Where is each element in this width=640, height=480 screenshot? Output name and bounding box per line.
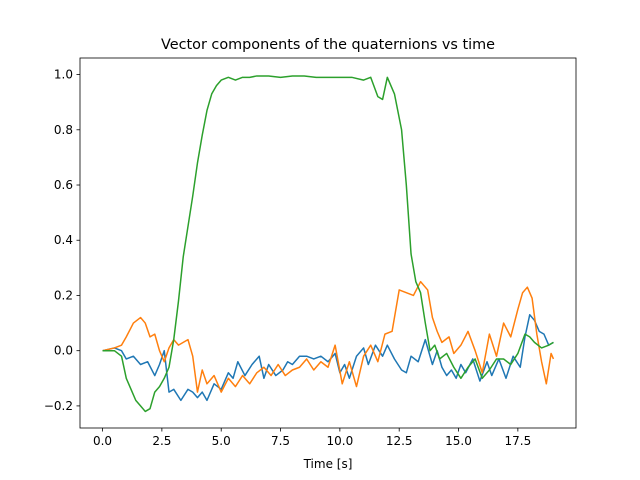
x-tick-label: 0.0 — [93, 434, 112, 448]
x-tick-label: 15.0 — [445, 434, 472, 448]
y-tick-label: 1.0 — [54, 68, 73, 82]
y-tick-label: 0.2 — [54, 288, 73, 302]
y-tick-label: 0.4 — [54, 233, 73, 247]
x-tick-label: 10.0 — [327, 434, 354, 448]
y-tick-label: 0.0 — [54, 344, 73, 358]
y-tick-label: −0.2 — [44, 399, 73, 413]
series-layer — [102, 75, 555, 413]
x-tick-label: 5.0 — [212, 434, 231, 448]
chart-title: Vector components of the quaternions vs … — [161, 37, 495, 53]
x-tick-label: 7.5 — [271, 434, 290, 448]
x-tick-label: 12.5 — [386, 434, 413, 448]
plot-area-background — [80, 58, 576, 428]
x-axis-title: Time [s] — [303, 457, 353, 471]
series-line-1 — [102, 314, 554, 402]
x-tick-label: 2.5 — [152, 434, 171, 448]
y-tick-label: 0.6 — [54, 178, 73, 192]
y-axis-ticks: −0.2 0.0 0.2 0.4 0.6 0.8 1.0 — [44, 68, 80, 413]
x-tick-label: 17.5 — [504, 434, 531, 448]
y-tick-label: 0.8 — [54, 123, 73, 137]
x-axis-ticks: 0.0 2.5 5.0 7.5 10.0 12.5 15.0 17.5 — [93, 428, 531, 448]
axes-frame — [79, 57, 577, 429]
series-line-3 — [102, 75, 554, 413]
